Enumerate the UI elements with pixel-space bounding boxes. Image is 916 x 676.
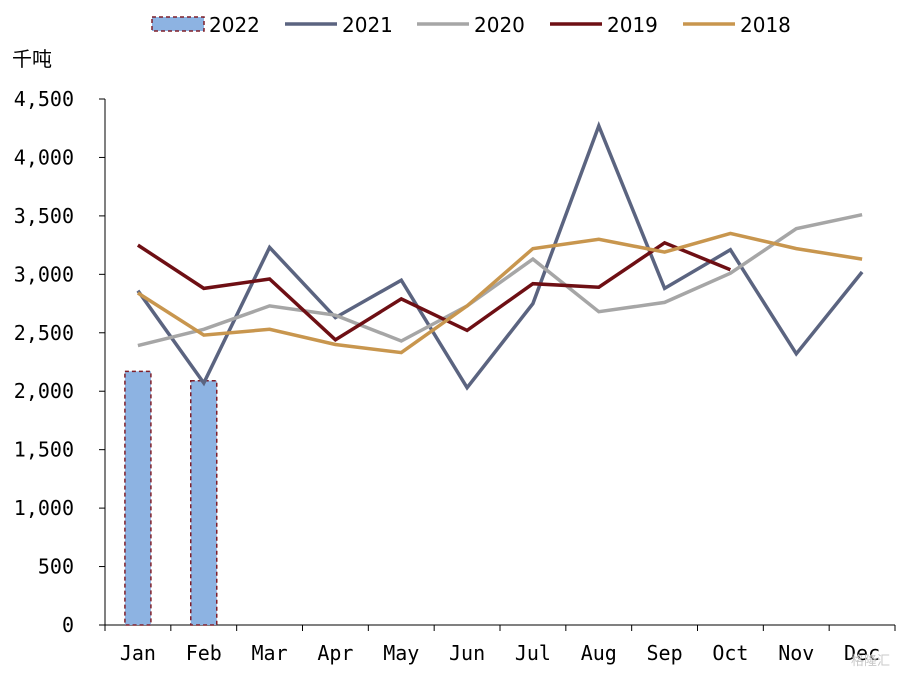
line-series-2019 xyxy=(136,240,732,342)
y-tick-label: 4,000 xyxy=(14,145,74,169)
line-series-group xyxy=(136,121,864,391)
legend-entry-2020: 2020 xyxy=(417,13,525,37)
y-tick-label: 500 xyxy=(38,555,74,579)
x-tick-label: Feb xyxy=(186,641,222,665)
legend-entry-2019: 2019 xyxy=(550,13,658,37)
legend-swatch xyxy=(151,16,205,32)
y-tick-label: 3,000 xyxy=(14,262,74,286)
x-tick-label: Sep xyxy=(647,641,683,665)
bar-2022-jan xyxy=(124,370,152,626)
legend-entry-2018: 2018 xyxy=(683,13,791,37)
y-tick-label: 3,500 xyxy=(14,204,74,228)
x-tick-label: May xyxy=(383,641,419,665)
watermark: 格隆汇 xyxy=(851,653,890,669)
legend-label: 2020 xyxy=(474,13,525,37)
y-tick-label: 1,500 xyxy=(14,438,74,462)
x-tick-label: Apr xyxy=(317,641,353,665)
line-series-2018 xyxy=(136,231,863,355)
y-tick-label: 1,000 xyxy=(14,496,74,520)
x-tick-label: Jul xyxy=(515,641,551,665)
legend-entry-2022: 2022 xyxy=(151,13,260,37)
legend-label: 2019 xyxy=(607,13,658,37)
y-tick-label: 2,500 xyxy=(14,321,74,345)
x-tick-label: Mar xyxy=(252,641,288,665)
x-tick-label: Aug xyxy=(581,641,617,665)
legend-entry-2021: 2021 xyxy=(285,13,393,37)
y-axis: 0 500 1,000 1,500 2,000 2,500 3,000 3,500 4,000 4… xyxy=(14,87,106,637)
legend-label: 2018 xyxy=(740,13,791,37)
x-axis: Jan Feb Mar Apr May Jun Jul Aug Sep Oct Nov Dec xyxy=(104,624,896,665)
x-tick-label: Dec xyxy=(844,641,880,665)
line-series-2020 xyxy=(137,212,863,348)
y-tick-label: 2,000 xyxy=(14,379,74,403)
legend-label: 2021 xyxy=(342,13,393,37)
bar-series-2022 xyxy=(124,370,218,626)
y-unit-label: 千吨 xyxy=(12,47,52,71)
y-tick-label: 4,500 xyxy=(14,87,74,111)
x-tick-label: Jun xyxy=(449,641,485,665)
bar-2022-feb xyxy=(190,379,218,626)
y-tick-label: 0 xyxy=(62,613,74,637)
x-tick-label: Nov xyxy=(778,641,814,665)
x-tick-label: Oct xyxy=(712,641,748,665)
legend: 2022 2021 2020 2019 2018 xyxy=(151,13,791,37)
legend-label: 2022 xyxy=(209,13,260,37)
x-tick-label: Jan xyxy=(120,641,156,665)
